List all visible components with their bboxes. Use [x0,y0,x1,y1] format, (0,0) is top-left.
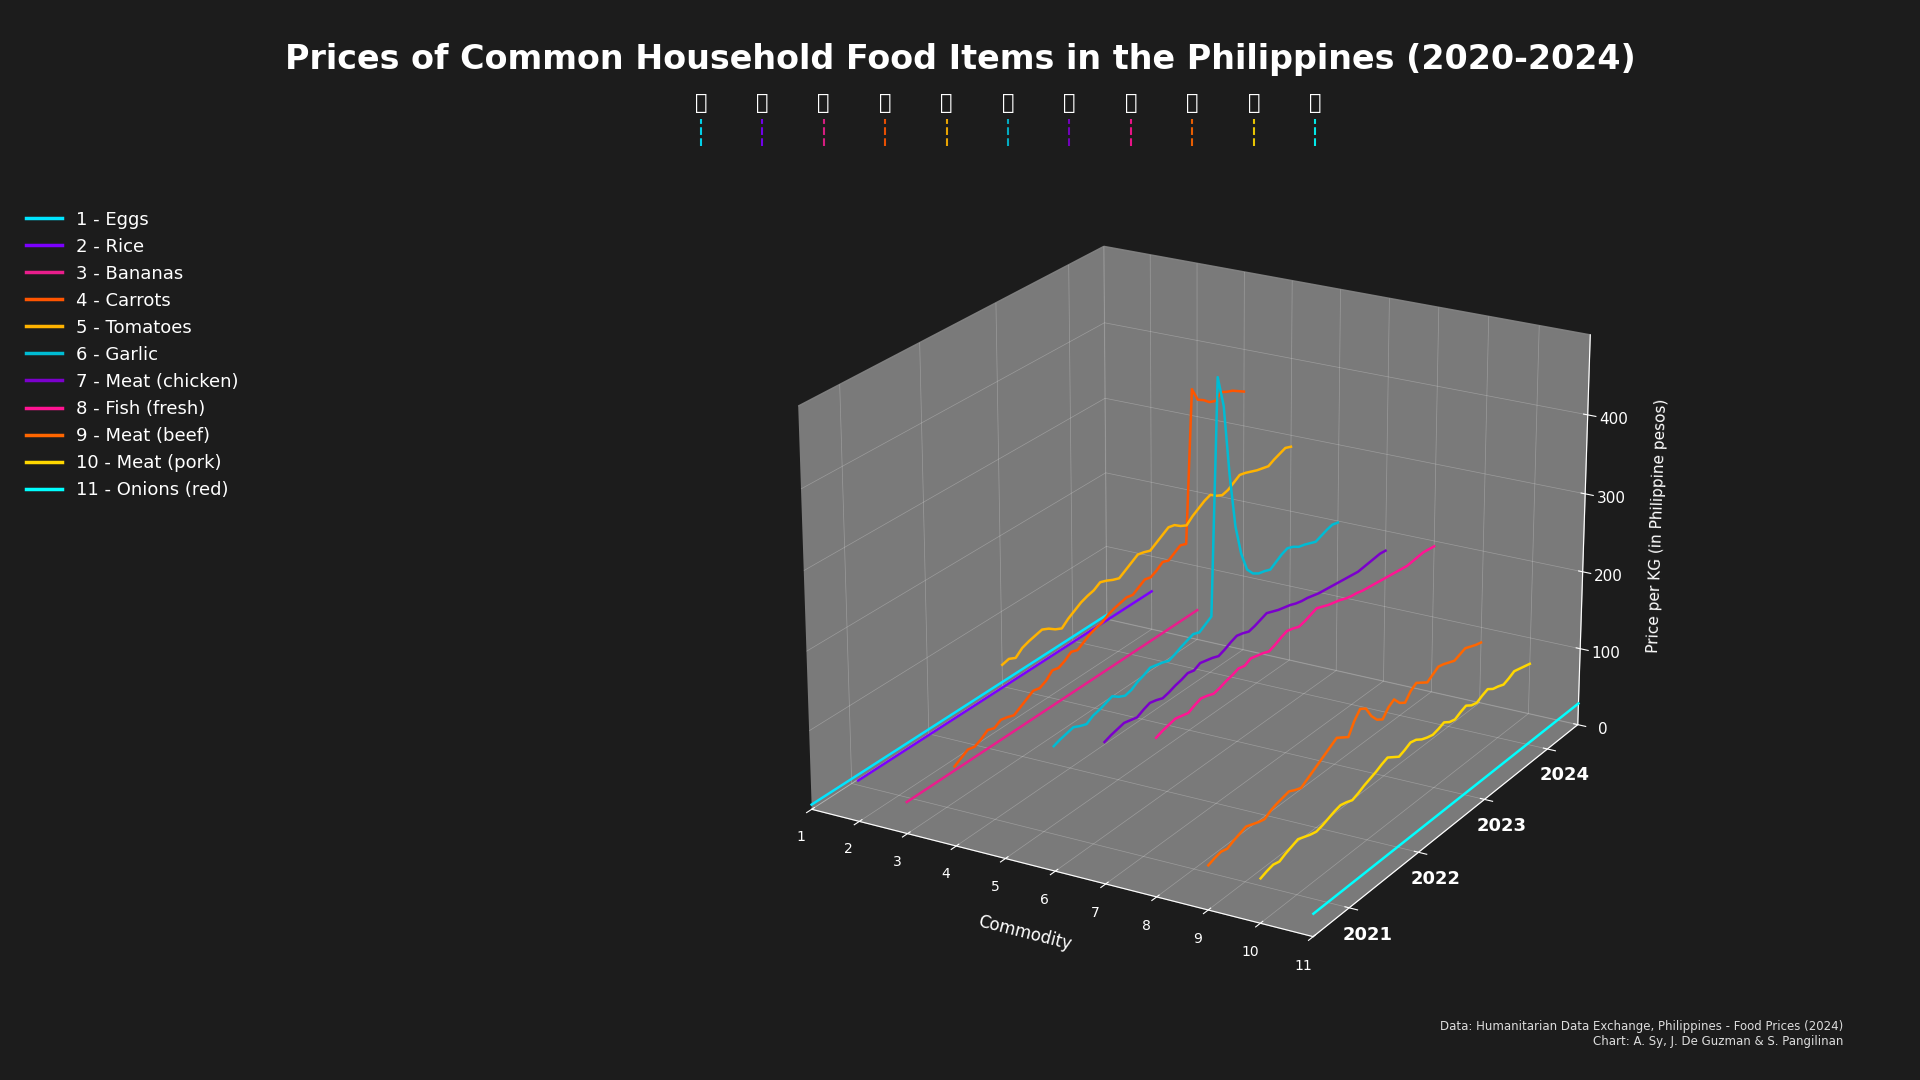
Text: 🐟: 🐟 [879,93,891,113]
Text: 🧅: 🧅 [1309,93,1321,113]
Text: 🍶: 🍶 [695,93,707,113]
Text: 🍌: 🍌 [756,93,768,113]
Text: 🧅: 🧅 [941,93,952,113]
Legend: 1 - Eggs, 2 - Rice, 3 - Bananas, 4 - Carrots, 5 - Tomatoes, 6 - Garlic, 7 - Meat: 1 - Eggs, 2 - Rice, 3 - Bananas, 4 - Car… [19,203,246,507]
Text: 🫙: 🫙 [1002,93,1014,113]
Text: Prices of Common Household Food Items in the Philippines (2020-2024): Prices of Common Household Food Items in… [284,43,1636,77]
Text: 🥕: 🥕 [1064,93,1075,113]
Text: 🥩: 🥩 [1187,93,1198,113]
Text: Data: Humanitarian Data Exchange, Philippines - Food Prices (2024)
Chart: A. Sy,: Data: Humanitarian Data Exchange, Philip… [1440,1020,1843,1048]
Text: 🍗: 🍗 [1248,93,1260,113]
Text: 🍅: 🍅 [1125,93,1137,113]
X-axis label: Commodity: Commodity [977,913,1073,954]
Text: 🧄: 🧄 [818,93,829,113]
